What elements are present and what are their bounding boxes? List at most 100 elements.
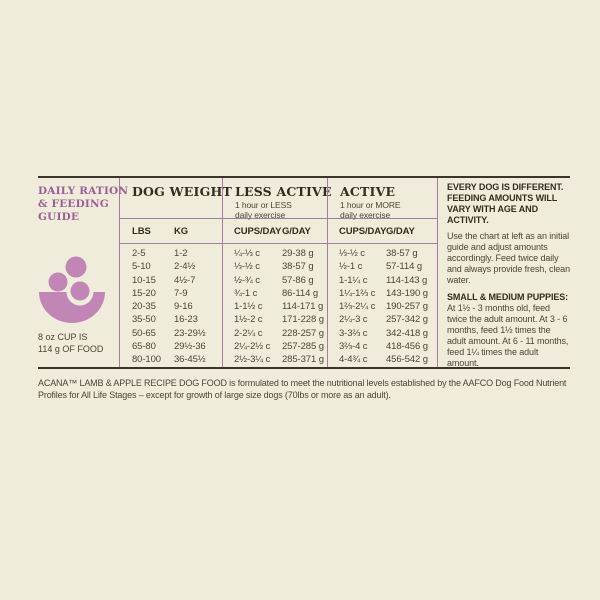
group-subtitle: [132, 200, 222, 210]
table-cell: 2-5: [132, 248, 146, 259]
table-cell: 1-1½ c: [234, 301, 263, 313]
table-cell: 257-342 g: [386, 314, 428, 326]
column-header-row: CUPS/DAY G/DAY: [328, 219, 437, 243]
table-line: [328, 218, 437, 219]
table-cell: 4-4¾ c: [339, 354, 368, 366]
group-header: ACTIVE 1 hour or MORE daily exercise: [328, 178, 437, 221]
feeding-table: DOG WEIGHT LBS KG 2-5 1-2 5-10 2-4½ 10-15 4½-…: [119, 178, 437, 367]
info-intro: Use the chart at left as an initial guid…: [447, 230, 570, 285]
table-cell: 57-114 g: [386, 261, 422, 273]
table-line: [223, 218, 327, 219]
column-header: KG: [174, 225, 189, 237]
table-row: 1½-2 c 171-228 g: [223, 313, 327, 326]
table-row: 1⅔-2¼ c 190-257 g: [328, 300, 437, 313]
column-header-row: CUPS/DAY G/DAY: [223, 219, 327, 243]
table-cell: 38-57 g: [386, 248, 418, 259]
table-cell: 29½-36: [174, 341, 206, 353]
table-cell: 23-29½: [174, 327, 206, 339]
table-cell: 2½-3¼ c: [234, 354, 271, 366]
table-row: 1¼-1⅔ c 143-190 g: [328, 287, 437, 300]
table-row: 80-100 36-45½: [120, 353, 222, 366]
table-cell: 57-86 g: [282, 274, 314, 286]
table-rows: ⅓-½ c 38-57 g ½-1 c 57-114 g 1-1¼ c 114-143 g…: [328, 244, 437, 367]
column-header: G/DAY: [282, 225, 311, 237]
table-row: ½-¾ c 57-86 g: [223, 274, 327, 287]
bottom-divider: [38, 367, 570, 369]
column-header: G/DAY: [386, 225, 415, 237]
guide-title: DAILY RATION & FEEDING GUIDE: [38, 178, 129, 224]
table-cell: 5-10: [132, 261, 151, 273]
group-subtitle: 1 hour or MORE daily exercise: [340, 200, 401, 221]
guide-title-line: & FEEDING: [38, 198, 109, 211]
table-cell: 9-16: [174, 301, 193, 313]
left-panel: DAILY RATION & FEEDING GUIDE 8 oz CUP IS…: [38, 178, 129, 367]
table-cell: ⅓-½ c: [339, 248, 365, 259]
table-row: 4-4¾ c 456-542 g: [328, 353, 437, 366]
table-row: ⅓-½ c 38-57 g: [328, 247, 437, 260]
group-title: DOG WEIGHT: [132, 184, 232, 199]
table-row: 35-50 16-23: [120, 313, 222, 326]
table-row: 65-80 29½-36: [120, 340, 222, 353]
table-cell: 456-542 g: [386, 354, 428, 366]
table-cell: 10-15: [132, 274, 156, 286]
table-cell: 285-371 g: [282, 354, 324, 366]
table-cell: 36-45½: [174, 354, 206, 366]
table-cell: 7-9: [174, 287, 188, 299]
table-cell: 1-1¼ c: [339, 274, 368, 286]
feeding-info-panel: EVERY DOG IS DIFFERENT. FEEDING AMOUNTS …: [437, 178, 570, 367]
table-row: 50-65 23-29½: [120, 327, 222, 340]
info-heading: EVERY DOG IS DIFFERENT. FEEDING AMOUNTS …: [447, 182, 564, 225]
table-cell: 1-2: [174, 248, 188, 259]
cup-note-line: 8 oz CUP IS: [38, 332, 88, 342]
group-title: ACTIVE: [340, 184, 396, 199]
group-header: LESS ACTIVE 1 hour or LESS daily exercis…: [223, 178, 332, 221]
table-line: [120, 243, 222, 244]
table-cell: 65-80: [132, 341, 156, 353]
table-cell: 80-100: [132, 354, 161, 366]
table-group-active: ACTIVE 1 hour or MORE daily exercise CUP…: [327, 178, 437, 367]
table-cell: 29-38 g: [282, 248, 314, 259]
table-cell: 2¼-2½ c: [234, 341, 271, 353]
table-line: [120, 218, 222, 219]
group-subtitle: 1 hour or LESS daily exercise: [235, 200, 292, 221]
column-header: CUPS/DAY: [339, 225, 387, 237]
guide-band: DAILY RATION & FEEDING GUIDE 8 oz CUP IS…: [38, 178, 570, 367]
table-cell: 4½-7: [174, 274, 196, 286]
table-cell: ½-¾ c: [234, 274, 260, 286]
table-rows: 2-5 1-2 5-10 2-4½ 10-15 4½-7 15-20 7-9 20-35 9-16…: [120, 244, 222, 367]
table-rows: ¼-⅓ c 29-38 g ⅓-½ c 38-57 g ½-¾ c 57-86 g ¾-1 …: [223, 244, 327, 367]
table-row: 2¼-3 c 257-342 g: [328, 313, 437, 326]
guide-title-line: DAILY RATION: [38, 185, 129, 197]
table-cell: 1⅔-2¼ c: [339, 301, 376, 313]
table-row: 5-10 2-4½: [120, 260, 222, 273]
table-line: [223, 243, 327, 244]
table-cell: 114-143 g: [386, 274, 428, 286]
table-row: ¾-1 c 86-114 g: [223, 287, 327, 300]
table-row: 3-3⅔ c 342-418 g: [328, 327, 437, 340]
table-group-dog-weight: DOG WEIGHT LBS KG 2-5 1-2 5-10 2-4½ 10-15 4½-…: [119, 178, 232, 367]
table-row: ¼-⅓ c 29-38 g: [223, 247, 327, 260]
group-title: LESS ACTIVE: [235, 184, 332, 199]
section-label: SMALL & MEDIUM PUPPIES:: [447, 291, 569, 302]
table-cell: 20-35: [132, 301, 156, 313]
table-group-less-active: LESS ACTIVE 1 hour or LESS daily exercis…: [222, 178, 332, 367]
table-cell: 86-114 g: [282, 287, 318, 299]
table-row: 2-5 1-2: [120, 247, 222, 260]
table-cell: 35-50: [132, 314, 156, 326]
table-cell: 15-20: [132, 287, 156, 299]
table-cell: 38-57 g: [282, 261, 314, 273]
table-cell: 143-190 g: [386, 287, 428, 299]
table-cell: 2-4½: [174, 261, 196, 273]
table-cell: 2-2¼ c: [234, 327, 263, 339]
top-divider: [38, 176, 570, 178]
table-cell: ⅓-½ c: [234, 261, 260, 273]
table-cell: ½-1 c: [339, 261, 363, 273]
table-cell: 171-228 g: [282, 314, 324, 326]
cup-equivalence-note: 8 oz CUP IS 114 g OF FOOD: [38, 332, 103, 355]
table-row: 2½-3¼ c 285-371 g: [223, 353, 327, 366]
table-row: 10-15 4½-7: [120, 274, 222, 287]
food-bowl-icon: [39, 256, 105, 323]
table-cell: 2¼-3 c: [339, 314, 368, 326]
table-cell: 114-171 g: [282, 301, 324, 313]
